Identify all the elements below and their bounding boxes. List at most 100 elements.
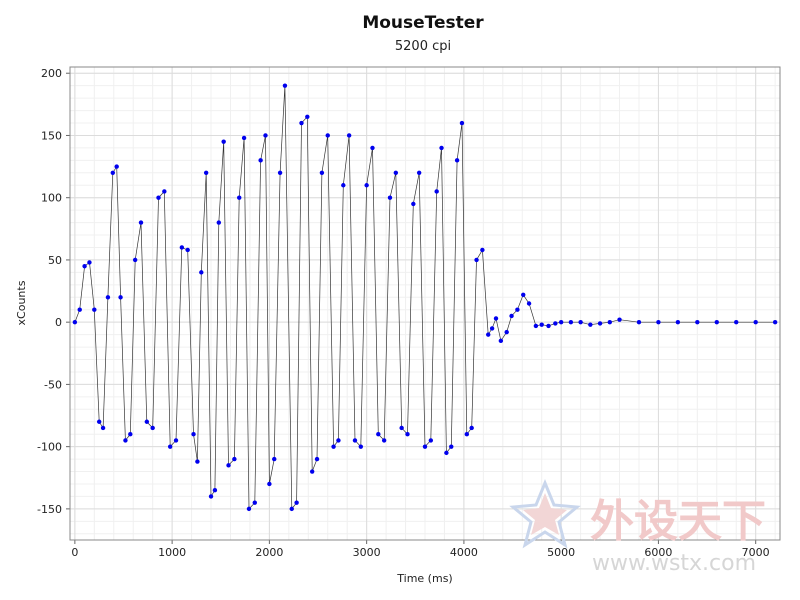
data-point xyxy=(486,332,491,337)
data-point xyxy=(114,164,119,169)
data-point xyxy=(439,145,444,151)
data-point xyxy=(578,319,583,325)
data-point xyxy=(434,189,439,194)
data-point xyxy=(469,425,474,431)
x-tick-label: 1000 xyxy=(158,546,186,559)
y-tick-label: 100 xyxy=(41,192,62,205)
data-point xyxy=(87,260,92,265)
data-point xyxy=(381,438,387,443)
data-point xyxy=(753,319,758,325)
data-point xyxy=(370,145,375,151)
data-point xyxy=(96,419,102,424)
data-point xyxy=(237,195,242,200)
data-point xyxy=(132,257,138,263)
data-point xyxy=(100,425,106,431)
data-point xyxy=(358,444,364,449)
data-point xyxy=(459,120,465,126)
data-point xyxy=(493,316,499,321)
data-point xyxy=(314,456,320,462)
data-point xyxy=(277,170,283,176)
data-point xyxy=(546,323,551,329)
data-point xyxy=(489,326,495,331)
data-point xyxy=(656,319,661,325)
data-point xyxy=(199,270,204,275)
chart-subtitle: 5200 cpi xyxy=(395,39,451,54)
data-point xyxy=(416,170,422,176)
data-point xyxy=(695,319,700,325)
data-point xyxy=(480,247,485,253)
data-point xyxy=(150,425,155,431)
grid xyxy=(70,67,780,540)
data-point xyxy=(77,307,82,312)
data-point xyxy=(504,329,509,335)
data-point xyxy=(282,83,288,88)
data-point xyxy=(185,247,190,253)
y-tick-label: 150 xyxy=(41,129,62,142)
data-point xyxy=(422,444,428,449)
data-point xyxy=(498,338,504,344)
data-point xyxy=(352,438,358,443)
data-point xyxy=(444,450,449,456)
data-point xyxy=(305,114,310,119)
data-point xyxy=(138,220,144,225)
data-point xyxy=(734,319,739,325)
data-point xyxy=(364,183,369,188)
data-point xyxy=(123,438,128,443)
x-tick-label: 3000 xyxy=(353,546,381,559)
data-point xyxy=(526,301,532,306)
x-axis-label: Time (ms) xyxy=(396,572,452,585)
x-tick-label: 0 xyxy=(71,546,78,559)
y-axis-label: xCounts xyxy=(15,280,28,325)
data-point xyxy=(553,321,558,326)
data-point xyxy=(110,170,115,176)
x-tick-label: 2000 xyxy=(255,546,283,559)
data-point xyxy=(376,431,381,437)
data-point xyxy=(252,500,257,505)
x-tick-label: 7000 xyxy=(742,546,770,559)
watermark-url: www.wstx.com xyxy=(592,551,756,576)
data-point xyxy=(179,245,185,250)
data-point xyxy=(241,135,247,141)
data-point xyxy=(294,500,299,505)
y-tick-label: 50 xyxy=(48,254,62,267)
y-tick-label: -150 xyxy=(37,503,62,516)
data-point xyxy=(411,201,416,207)
data-point xyxy=(331,444,336,449)
data-point xyxy=(636,319,642,325)
watermark: 外设天下 www.wstx.com xyxy=(509,479,766,576)
data-point xyxy=(515,307,520,312)
data-point xyxy=(128,431,133,437)
data-point xyxy=(221,139,226,144)
data-point xyxy=(167,444,173,449)
data-point xyxy=(539,322,544,327)
data-point xyxy=(203,170,209,176)
data-point xyxy=(399,425,404,431)
data-point xyxy=(216,220,222,225)
y-tick-label: -100 xyxy=(37,441,62,454)
data-point xyxy=(232,456,237,462)
data-point xyxy=(617,317,622,322)
data-point xyxy=(208,494,214,499)
data-point xyxy=(92,307,97,312)
axis-ticks: 0 1000 2000 3000 4000 5000 6000 7000-150-100-50… xyxy=(37,67,770,559)
data-point xyxy=(309,469,315,474)
data-point xyxy=(82,263,87,269)
data-point xyxy=(156,195,161,200)
data-point xyxy=(162,189,167,194)
data-point xyxy=(263,133,268,138)
y-tick-label: -50 xyxy=(44,378,62,391)
data-point xyxy=(341,183,346,188)
data-point xyxy=(454,158,460,163)
data-point xyxy=(597,321,603,326)
data-point xyxy=(449,444,454,449)
data-point xyxy=(568,319,574,325)
data-point xyxy=(299,120,304,126)
data-point xyxy=(226,463,231,468)
data-point xyxy=(772,319,778,325)
plot-frame xyxy=(69,66,781,541)
data-point xyxy=(144,419,150,424)
data-point xyxy=(393,170,399,176)
data-point xyxy=(191,431,196,437)
data-point xyxy=(405,431,410,437)
